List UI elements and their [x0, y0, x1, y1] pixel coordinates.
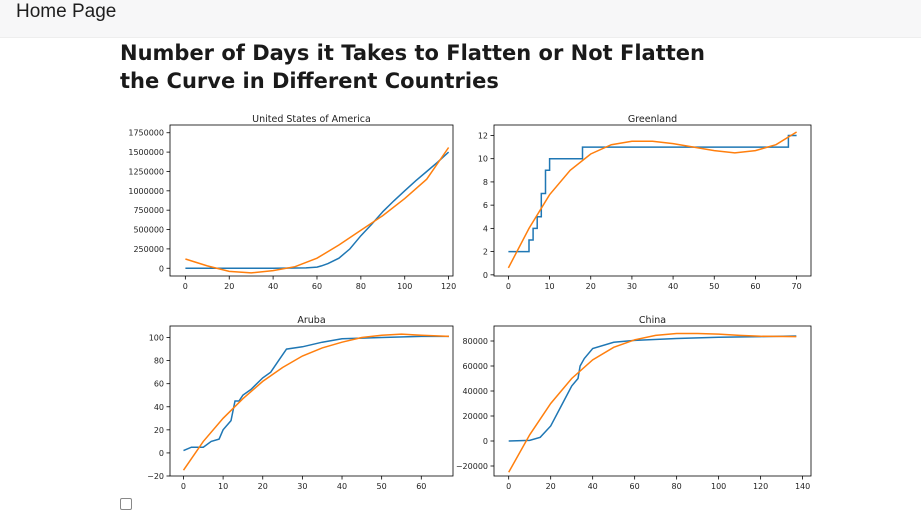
actual-line	[508, 335, 797, 442]
actual-line	[183, 335, 449, 452]
x-tick-label: 120	[441, 282, 456, 291]
chart-title: Aruba	[297, 315, 325, 326]
plot-frame	[169, 124, 454, 277]
x-tick-label: 50	[709, 282, 719, 291]
navbar: Home Page	[0, 0, 921, 38]
x-tick-label: 20	[224, 282, 234, 291]
plot-frame	[169, 325, 454, 477]
chart-title: Greenland	[628, 114, 677, 125]
actual-line	[185, 151, 450, 270]
x-tick-label: 100	[711, 482, 726, 491]
fitted-line	[182, 333, 450, 471]
chart-title: United States of America	[252, 114, 371, 125]
chart-4: China 0 20 40 60 80 100 120 140 −20000 0 20000 40000…	[456, 315, 812, 491]
x-tick-label: 20	[258, 482, 268, 491]
x-tick-label: 10	[218, 482, 228, 491]
x-tick-label: 10	[544, 282, 554, 291]
chart-1: United States of America 0 20 40 60 80 100 120 0…	[128, 114, 456, 291]
y-tick-label: 0	[159, 264, 164, 273]
y-tick-label: 12	[478, 131, 488, 140]
chart-2: Greenland 0 10 20 30 40 50 60 70 0 2 4 6 8 10 12	[478, 114, 812, 291]
x-tick-label: 40	[668, 282, 678, 291]
chart-title: China	[639, 315, 666, 326]
y-tick-label: 4	[483, 224, 488, 233]
fitted-line	[508, 332, 797, 473]
x-tick-label: 60	[750, 282, 760, 291]
x-tick-label: 20	[586, 282, 596, 291]
y-tick-label: 0	[483, 271, 488, 280]
home-page-link[interactable]: Home Page	[16, 1, 117, 22]
y-tick-label: 60000	[463, 362, 488, 371]
x-tick-label: 140	[795, 482, 810, 491]
x-tick-label: 100	[397, 282, 412, 291]
x-tick-label: 60	[312, 282, 322, 291]
x-tick-label: 80	[356, 282, 366, 291]
x-tick-label: 40	[268, 282, 278, 291]
y-tick-label: 1500000	[128, 148, 164, 157]
y-tick-label: 250000	[133, 245, 164, 254]
x-tick-label: 120	[753, 482, 768, 491]
x-tick-label: 40	[588, 482, 598, 491]
y-tick-label: 40	[154, 403, 164, 412]
x-tick-label: 60	[630, 482, 640, 491]
x-tick-label: 80	[672, 482, 682, 491]
y-tick-label: 20000	[463, 412, 488, 421]
y-tick-label: 100	[149, 334, 164, 343]
x-tick-label: 30	[297, 482, 307, 491]
y-tick-label: 80000	[463, 337, 488, 346]
x-tick-label: 20	[546, 482, 556, 491]
y-tick-label: 500000	[133, 226, 164, 235]
page-title: Number of Days it Takes to Flatten or No…	[120, 41, 705, 93]
y-tick-label: 0	[159, 449, 164, 458]
x-tick-label: 0	[181, 482, 186, 491]
x-tick-label: 0	[506, 482, 511, 491]
plot-frame	[493, 124, 812, 277]
y-tick-label: 8	[483, 178, 488, 187]
x-tick-label: 50	[377, 482, 387, 491]
x-tick-label: 0	[183, 282, 188, 291]
y-tick-label: −20	[147, 472, 164, 481]
y-tick-label: 750000	[133, 206, 164, 215]
actual-line	[508, 134, 797, 253]
y-tick-label: 1750000	[128, 129, 164, 138]
x-tick-label: 0	[506, 282, 511, 291]
chart-3: Aruba 0 10 20 30 40 50 60 −20 0 20 40 60 80 100	[147, 315, 454, 491]
x-tick-label: 60	[416, 482, 426, 491]
fitted-line	[507, 131, 797, 269]
x-tick-label: 30	[627, 282, 637, 291]
y-tick-label: 40000	[463, 387, 488, 396]
y-tick-label: 1250000	[128, 167, 164, 176]
x-tick-label: 70	[791, 282, 801, 291]
y-tick-label: 20	[154, 426, 164, 435]
fitted-line	[185, 147, 450, 274]
plot-frame	[493, 325, 812, 477]
y-tick-label: 2	[483, 248, 488, 257]
checkbox[interactable]	[120, 498, 132, 510]
y-tick-label: 10	[478, 155, 488, 164]
y-tick-label: 1000000	[128, 187, 164, 196]
y-tick-label: 80	[154, 357, 164, 366]
y-tick-label: −20000	[456, 462, 488, 471]
y-tick-label: 0	[483, 437, 488, 446]
y-tick-label: 60	[154, 380, 164, 389]
y-tick-label: 6	[483, 201, 488, 210]
x-tick-label: 40	[337, 482, 347, 491]
